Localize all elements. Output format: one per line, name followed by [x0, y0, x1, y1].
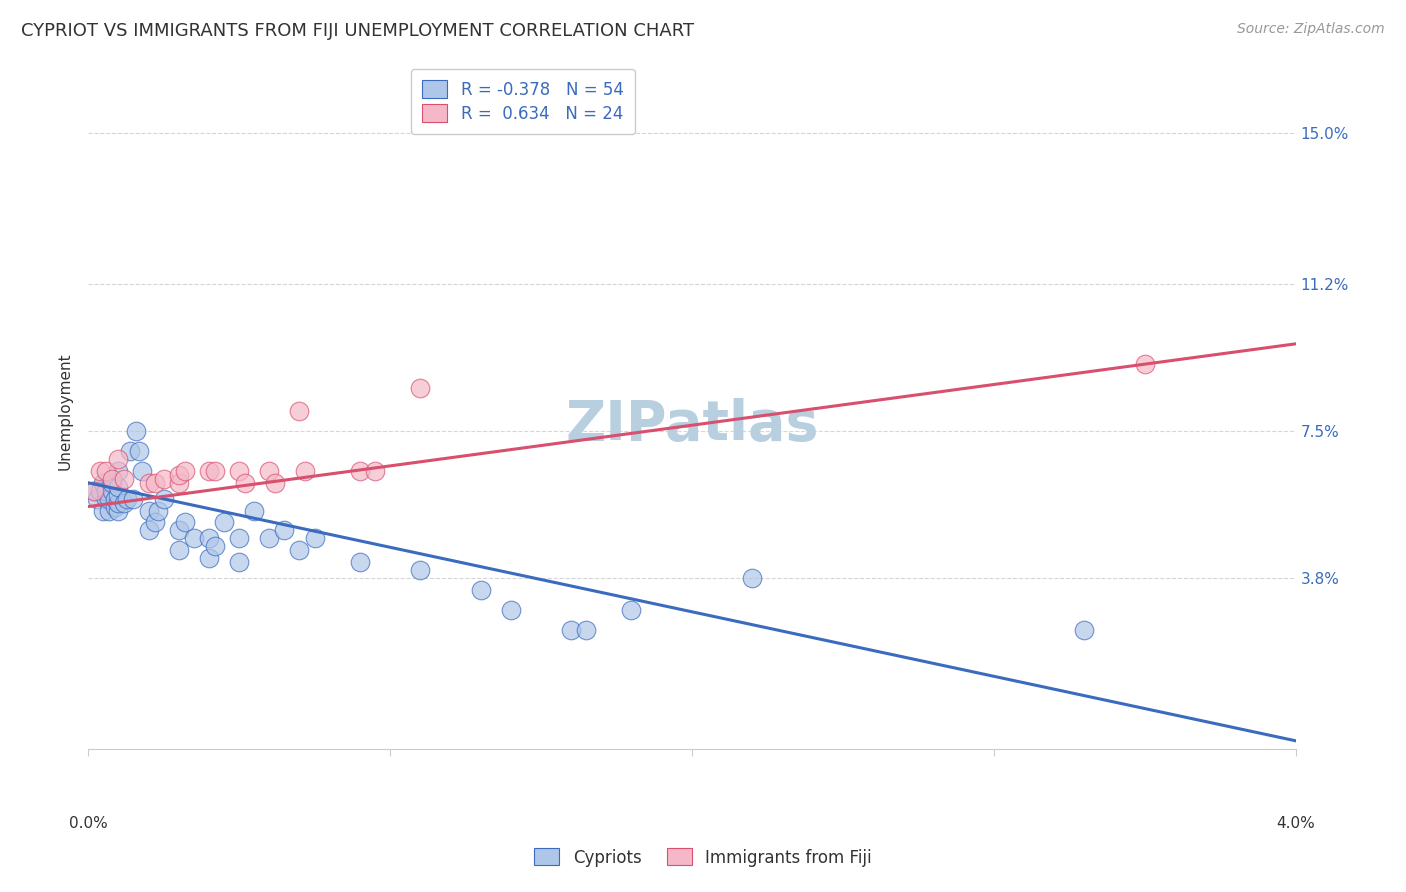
Point — [294, 464, 316, 478]
Point — [107, 488, 129, 502]
Point — [228, 464, 250, 478]
Point — [228, 555, 250, 569]
Text: ZIPatlas: ZIPatlas — [565, 398, 818, 452]
Point — [143, 516, 166, 530]
Point — [91, 475, 114, 490]
Point — [91, 503, 114, 517]
Point — [112, 495, 135, 509]
Point — [173, 464, 195, 478]
Point — [143, 475, 166, 490]
Point — [112, 472, 135, 486]
Point — [125, 424, 148, 438]
Point — [198, 551, 221, 566]
Point — [167, 543, 190, 558]
Point — [96, 483, 118, 498]
Text: 0.0%: 0.0% — [69, 816, 107, 831]
Point — [233, 475, 256, 490]
Point — [104, 500, 127, 514]
Point — [204, 464, 226, 478]
Point — [86, 491, 108, 506]
Point — [122, 491, 145, 506]
Text: Source: ZipAtlas.com: Source: ZipAtlas.com — [1237, 22, 1385, 37]
Point — [173, 516, 195, 530]
Point — [198, 532, 221, 546]
Point — [259, 532, 281, 546]
Point — [152, 472, 174, 486]
Point — [83, 483, 105, 498]
Point — [167, 475, 190, 490]
Point — [183, 532, 205, 546]
Point — [96, 464, 118, 478]
Point — [138, 524, 160, 538]
Point — [198, 464, 221, 478]
Point — [409, 563, 432, 577]
Point — [243, 503, 266, 517]
Point — [499, 603, 522, 617]
Legend: Cypriots, Immigrants from Fiji: Cypriots, Immigrants from Fiji — [524, 838, 882, 877]
Point — [138, 503, 160, 517]
Point — [741, 571, 763, 585]
Point — [98, 491, 121, 506]
Point — [364, 464, 387, 478]
Point — [620, 603, 643, 617]
Point — [470, 582, 492, 597]
Point — [138, 475, 160, 490]
Point — [107, 495, 129, 509]
Point — [120, 444, 142, 458]
Point — [104, 491, 127, 506]
Point — [273, 524, 295, 538]
Point — [1073, 623, 1095, 637]
Point — [204, 539, 226, 553]
Point — [146, 503, 169, 517]
Point — [101, 472, 124, 486]
Point — [101, 475, 124, 490]
Point — [1133, 357, 1156, 371]
Point — [83, 483, 105, 498]
Y-axis label: Unemployment: Unemployment — [58, 352, 72, 470]
Point — [152, 491, 174, 506]
Point — [409, 380, 432, 394]
Point — [101, 483, 124, 498]
Point — [259, 464, 281, 478]
Point — [167, 524, 190, 538]
Point — [212, 516, 235, 530]
Point — [349, 464, 371, 478]
Point — [560, 623, 582, 637]
Text: 4.0%: 4.0% — [1277, 816, 1315, 831]
Point — [304, 532, 326, 546]
Point — [167, 467, 190, 482]
Point — [575, 623, 598, 637]
Point — [89, 483, 111, 498]
Point — [96, 491, 118, 506]
Point — [128, 444, 150, 458]
Point — [107, 503, 129, 517]
Point — [89, 464, 111, 478]
Text: CYPRIOT VS IMMIGRANTS FROM FIJI UNEMPLOYMENT CORRELATION CHART: CYPRIOT VS IMMIGRANTS FROM FIJI UNEMPLOY… — [21, 22, 695, 40]
Point — [288, 404, 311, 418]
Point — [98, 503, 121, 517]
Point — [264, 475, 287, 490]
Point — [349, 555, 371, 569]
Legend: R = -0.378   N = 54, R =  0.634   N = 24: R = -0.378 N = 54, R = 0.634 N = 24 — [411, 69, 636, 135]
Point — [288, 543, 311, 558]
Point — [107, 452, 129, 467]
Point — [131, 464, 153, 478]
Point — [228, 532, 250, 546]
Point — [117, 491, 139, 506]
Point — [107, 480, 129, 494]
Point — [107, 464, 129, 478]
